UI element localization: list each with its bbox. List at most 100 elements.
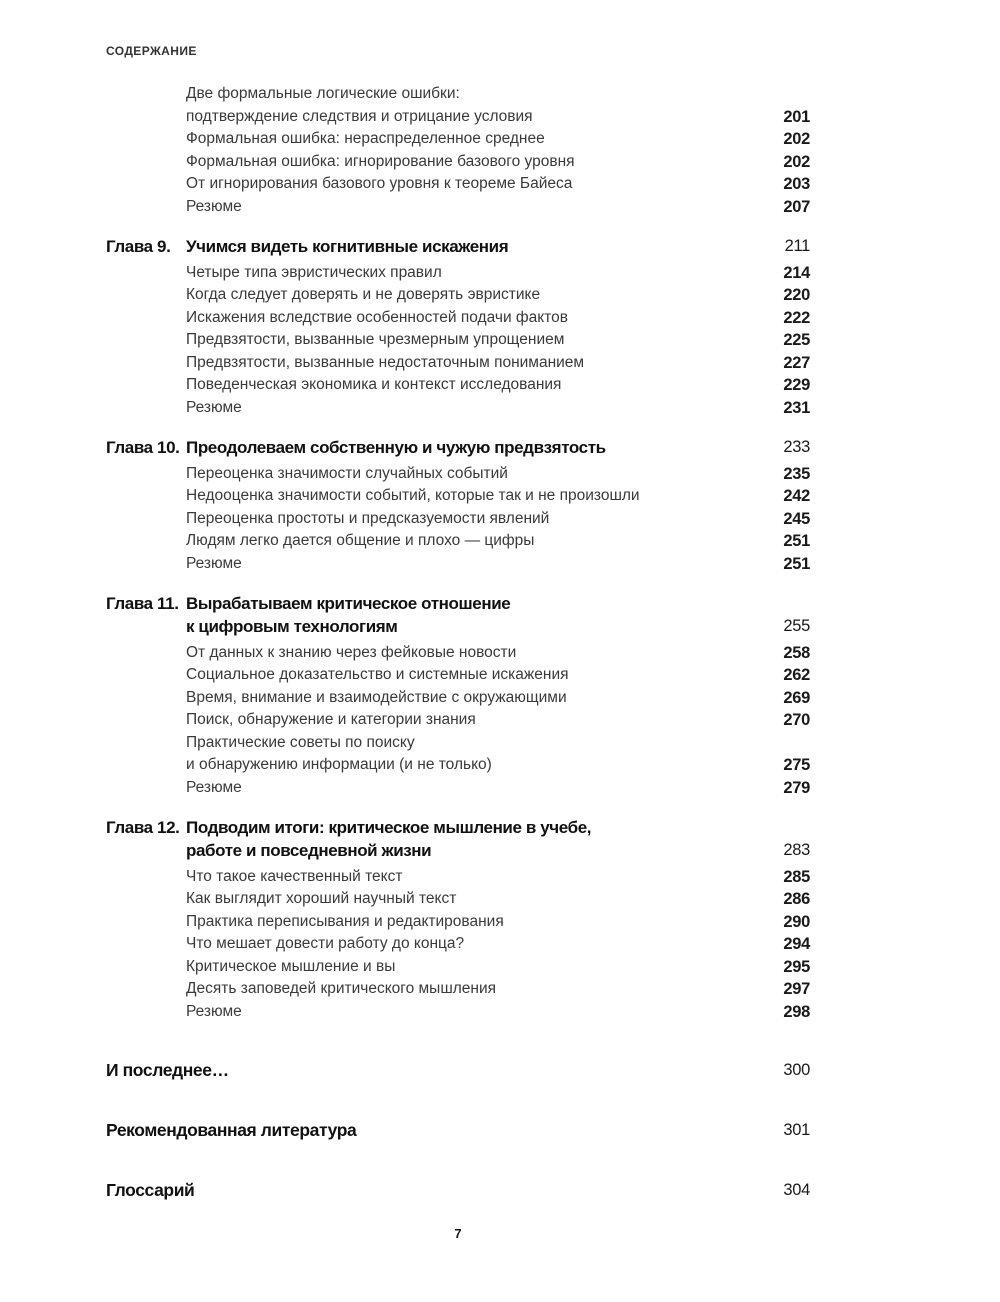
back-matter-page-number: 301 xyxy=(783,1121,810,1139)
entry-title: Предвзятости, вызванные чрезмерным упрощ… xyxy=(186,331,565,348)
toc-entry[interactable]: Что такое качественный текст 285 xyxy=(106,866,810,889)
entry-page-number: 258 xyxy=(783,643,810,662)
toc-entry[interactable]: Социальное доказательство и системные ис… xyxy=(106,664,810,687)
back-matter-entry[interactable]: И последнее… 300 xyxy=(106,1059,810,1119)
entry-page-number: 207 xyxy=(783,197,810,216)
entry-page-number: 202 xyxy=(783,130,810,148)
chapter-heading-line: работе и повседневной жизни 283 xyxy=(106,839,810,866)
toc-entry[interactable]: Когда следует доверять и не доверять эвр… xyxy=(106,284,810,307)
entry-title: Переоценка простоты и предсказуемости яв… xyxy=(186,509,550,527)
entry-title: Две формальные логические ошибки: xyxy=(186,85,460,102)
chapter-label: Глава 10. xyxy=(106,437,180,457)
chapter-heading[interactable]: Глава 10. Преодолеваем собственную и чужу… xyxy=(106,436,810,463)
entry-title: Переоценка значимости случайных событий xyxy=(186,464,508,482)
entry-title: Когда следует доверять и не доверять эвр… xyxy=(186,286,541,303)
chapter-heading[interactable]: Глава 11. Вырабатываем критическое отноше… xyxy=(106,592,810,642)
running-header: СОДЕРЖАНИЕ xyxy=(106,44,197,58)
back-matter-title: Рекомендованная литература xyxy=(106,1120,357,1140)
entry-page-number: 251 xyxy=(783,554,810,573)
toc-entry[interactable]: Две формальные логические ошибки: xyxy=(106,83,810,106)
toc-entry[interactable]: Поиск, обнаружение и категории знания 270 xyxy=(106,709,810,732)
toc-entry[interactable]: Практические советы по поиску xyxy=(106,732,810,755)
toc-entry[interactable]: Резюме 251 xyxy=(106,553,810,576)
toc-entry[interactable]: Десять заповедей критического мышления 29… xyxy=(106,978,810,1001)
toc-entry[interactable]: Резюме 207 xyxy=(106,196,810,219)
back-matter-entry[interactable]: Рекомендованная литература 301 xyxy=(106,1119,810,1179)
toc-entry[interactable]: От игнорирования базового уровня к теоре… xyxy=(106,173,810,196)
entry-title: От игнорирования базового уровня к теоре… xyxy=(186,175,573,192)
entry-page-number: 270 xyxy=(783,711,810,729)
chapter-title: Учимся видеть когнитивные искажения xyxy=(186,236,509,256)
back-matter-entry[interactable]: Глоссарий 304 xyxy=(106,1179,810,1239)
back-matter-title: Глоссарий xyxy=(106,1180,195,1200)
entry-title: Резюме xyxy=(186,1002,242,1020)
entry-title: Резюме xyxy=(186,778,242,796)
toc-entry[interactable]: Резюме 279 xyxy=(106,777,810,800)
entry-title: Десять заповедей критического мышления xyxy=(186,980,497,997)
toc-entry[interactable]: Время, внимание и взаимодействие с окруж… xyxy=(106,687,810,710)
entry-page-number: 242 xyxy=(783,487,810,505)
toc-entry[interactable]: Резюме 231 xyxy=(106,397,810,420)
toc-entry[interactable]: Переоценка значимости случайных событий 2… xyxy=(106,463,810,486)
toc-entry[interactable]: Как выглядит хороший научный текст 286 xyxy=(106,888,810,911)
back-matter-title: И последнее… xyxy=(106,1060,229,1080)
toc-entry[interactable]: и обнаружению информации (и не только) 27… xyxy=(106,754,810,777)
entry-title: Предвзятости, вызванные недостаточным по… xyxy=(186,353,585,371)
chapter-page-number: 211 xyxy=(784,236,811,255)
toc-entry[interactable]: Людям легко дается общение и плохо — циф… xyxy=(106,530,810,553)
chapter-title: Вырабатываем критическое отношение xyxy=(186,593,511,613)
entry-title: Резюме xyxy=(186,197,242,215)
toc-entry[interactable]: Практика переписывания и редактирования 2… xyxy=(106,911,810,934)
page-number: 7 xyxy=(454,1226,462,1241)
chapter-page-number: 255 xyxy=(783,616,810,635)
back-matter-page-number: 304 xyxy=(783,1181,810,1199)
entry-page-number: 203 xyxy=(783,175,810,193)
chapter-heading-line: Глава 9. Учимся видеть когнитивные искаже… xyxy=(106,235,810,262)
entry-page-number: 214 xyxy=(783,263,810,282)
toc-entry[interactable]: Резюме 298 xyxy=(106,1001,810,1024)
entry-page-number: 225 xyxy=(783,331,810,349)
entry-title: Поведенческая экономика и контекст иссле… xyxy=(186,376,562,393)
toc-entry[interactable]: Переоценка простоты и предсказуемости яв… xyxy=(106,508,810,531)
entry-title: Формальная ошибка: игнорирование базовог… xyxy=(186,152,575,170)
toc-entry[interactable]: Критическое мышление и вы 295 xyxy=(106,956,810,979)
chapter-title: Преодолеваем собственную и чужую предвзя… xyxy=(186,437,606,457)
entry-title: Как выглядит хороший научный текст xyxy=(186,890,457,907)
entry-page-number: 290 xyxy=(783,912,810,931)
entry-page-number: 231 xyxy=(783,398,810,417)
toc-entry[interactable]: Искажения вследствие особенностей подачи… xyxy=(106,307,810,330)
entry-title: Недооценка значимости событий, которые т… xyxy=(186,487,640,504)
entry-page-number: 220 xyxy=(783,286,810,304)
entry-page-number: 245 xyxy=(783,509,810,528)
entry-title: Резюме xyxy=(186,554,242,572)
entry-title: Практические советы по поиску xyxy=(186,733,415,751)
toc-entry[interactable]: Что мешает довести работу до конца? 294 xyxy=(106,933,810,956)
chapter-heading[interactable]: Глава 12. Подводим итоги: критическое мыш… xyxy=(106,816,810,866)
chapter-label: Глава 9. xyxy=(106,236,171,256)
chapter-page-number: 283 xyxy=(783,840,810,859)
entry-title: Формальная ошибка: нераспределенное сред… xyxy=(186,130,545,147)
toc-entry[interactable]: Недооценка значимости событий, которые т… xyxy=(106,485,810,508)
toc-entry[interactable]: Формальная ошибка: игнорирование базовог… xyxy=(106,151,810,174)
toc-entry[interactable]: Предвзятости, вызванные чрезмерным упрощ… xyxy=(106,329,810,352)
toc-entry[interactable]: подтверждение следствия и отрицание усло… xyxy=(106,106,810,129)
entry-title: Практика переписывания и редактирования xyxy=(186,912,504,930)
toc-entry[interactable]: Предвзятости, вызванные недостаточным по… xyxy=(106,352,810,375)
toc-entry[interactable]: От данных к знанию через фейковые новост… xyxy=(106,642,810,665)
entry-page-number: 286 xyxy=(783,890,810,908)
chapter-label: Глава 11. xyxy=(106,593,179,613)
entry-page-number: 275 xyxy=(783,756,810,774)
toc-entry[interactable]: Поведенческая экономика и контекст иссле… xyxy=(106,374,810,397)
entry-page-number: 269 xyxy=(783,688,810,707)
chapter-heading-line: Глава 10. Преодолеваем собственную и чужу… xyxy=(106,436,810,463)
toc-entry[interactable]: Четыре типа эвристических правил 214 xyxy=(106,262,810,285)
entry-page-number: 251 xyxy=(783,532,810,550)
chapter-label: Глава 12. xyxy=(106,817,180,837)
chapter-title: работе и повседневной жизни xyxy=(186,840,432,860)
toc-entry[interactable]: Формальная ошибка: нераспределенное сред… xyxy=(106,128,810,151)
entry-page-number: 297 xyxy=(783,980,810,998)
entry-title: От данных к знанию через фейковые новост… xyxy=(186,643,517,661)
chapter-heading[interactable]: Глава 9. Учимся видеть когнитивные искаже… xyxy=(106,235,810,262)
entry-title: Что мешает довести работу до конца? xyxy=(186,935,465,952)
entry-page-number: 227 xyxy=(783,353,810,372)
